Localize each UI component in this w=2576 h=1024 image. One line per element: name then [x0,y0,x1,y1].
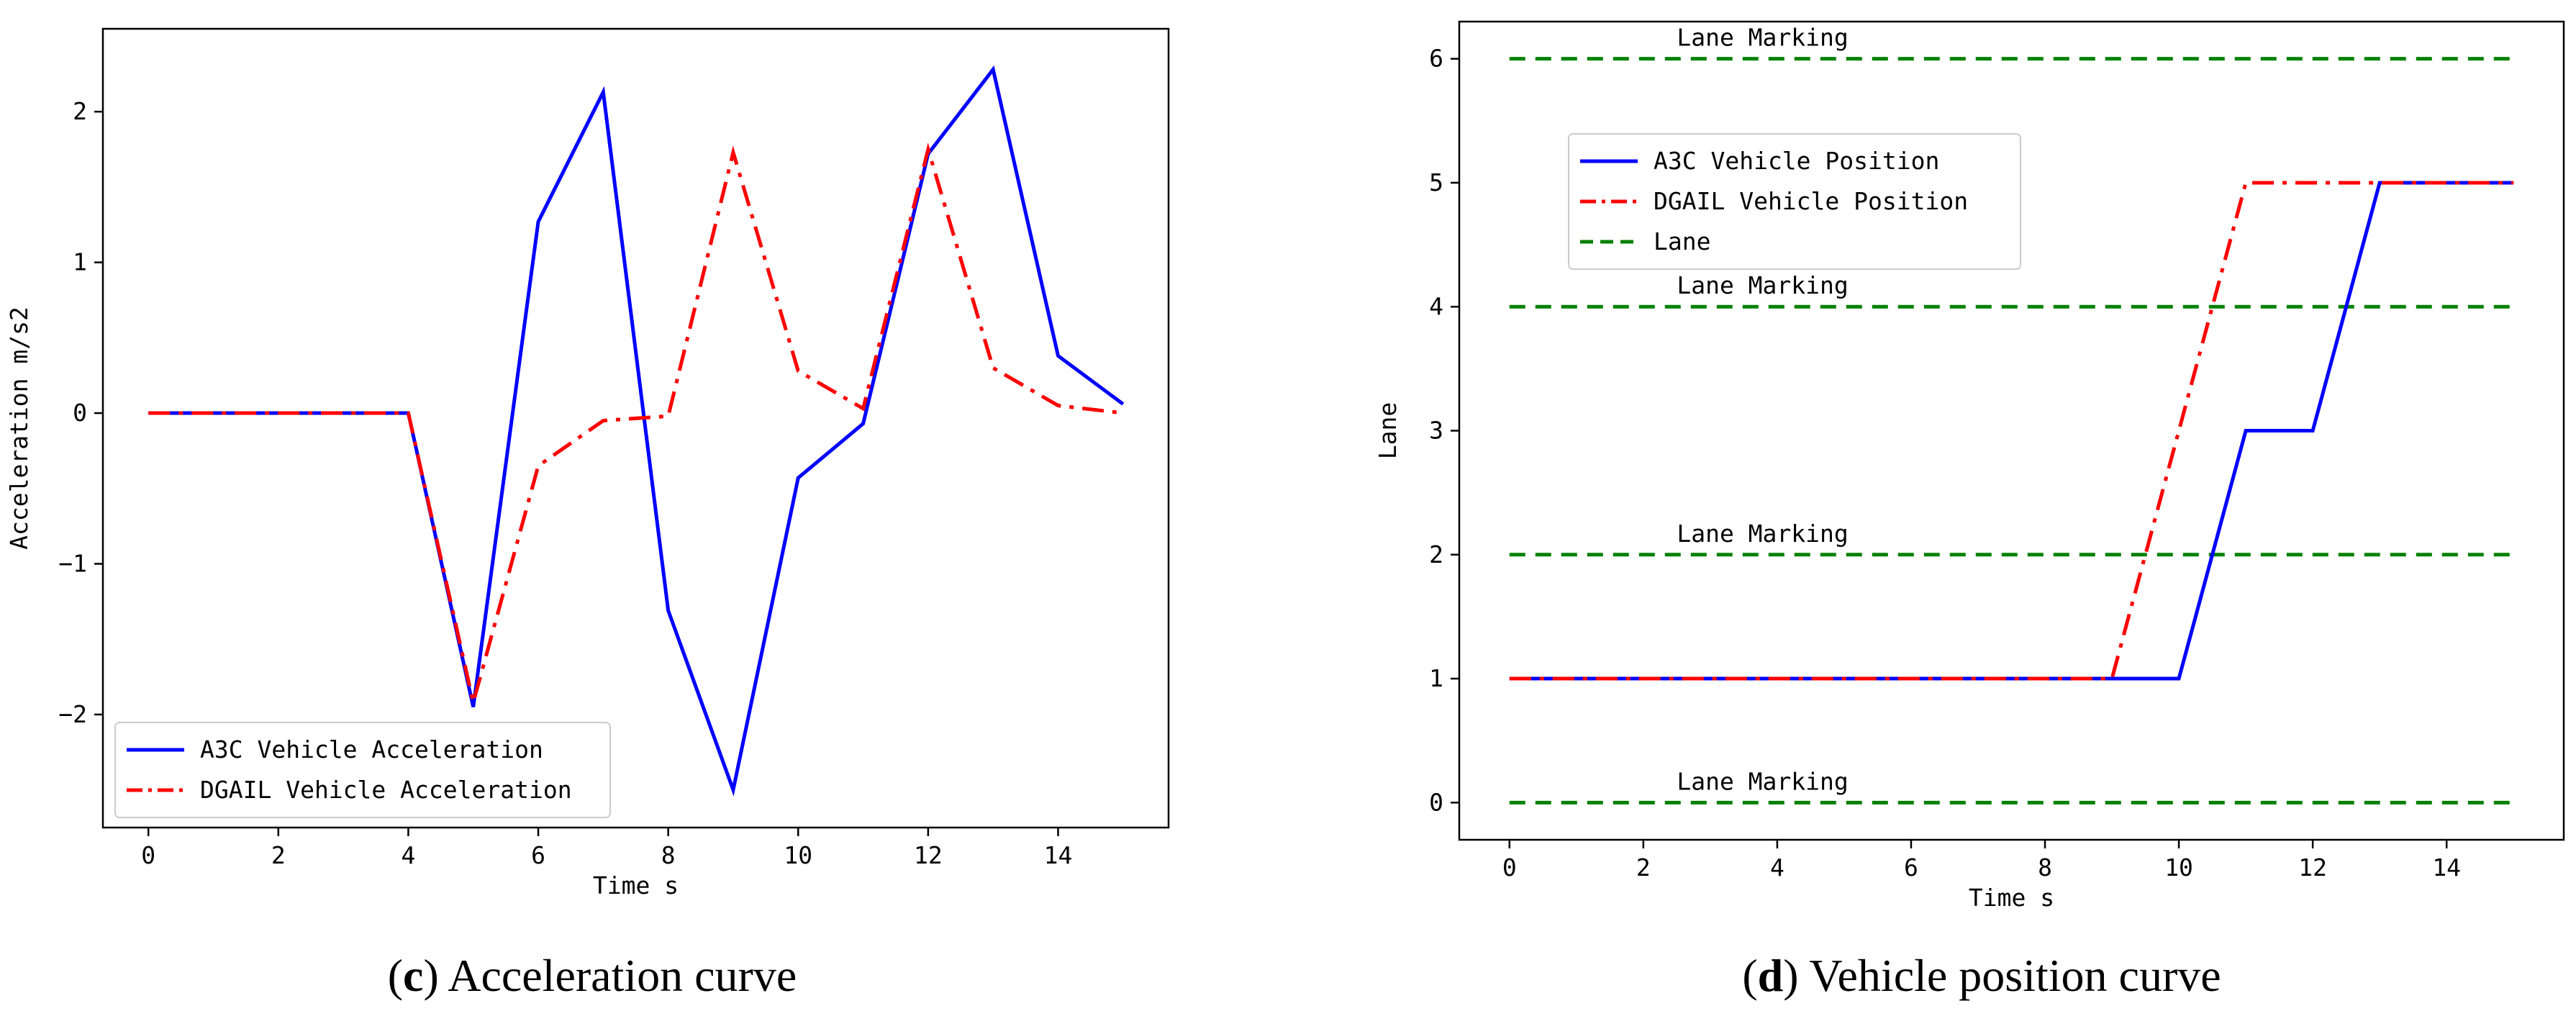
x-tick-label: 14 [2432,853,2461,882]
y-tick-label: 1 [1429,664,1443,692]
caption-c: (c) Acceleration curve [388,950,797,1001]
x-tick-label: 0 [1502,853,1517,882]
x-tick-label: 0 [141,841,155,869]
x-tick-label: 6 [531,841,545,869]
series-line-1 [1509,181,2514,681]
series-line-2 [148,142,1124,703]
y-tick-label: 6 [1429,45,1443,73]
x-tick-label: 8 [661,841,676,869]
y-tick-label: 0 [73,399,87,427]
legend-label: DGAIL Vehicle Position [1654,187,1968,215]
legend-label: A3C Vehicle Position [1654,147,1939,175]
legend-box [114,722,611,818]
lane-marking-label: Lane Marking [1677,24,1848,52]
y-tick-label: 4 [1429,292,1443,320]
caption-d: (d) Vehicle position curve [1742,950,2221,1001]
series-line-2 [1509,181,2514,681]
legend: A3C Vehicle Acceleration DGAIL Vehicle Ac… [114,722,611,818]
y-tick-label: 0 [1429,788,1443,816]
legend: A3C Vehicle Position DGAIL Vehicle Positi… [1568,133,2021,270]
position-chart: Lane Marking Lane Marking Lane Marking Lane… [1374,20,2565,912]
x-axis-label: Time s [1969,884,2054,912]
y-tick-label: 2 [1429,540,1443,568]
x-tick-label: 12 [914,841,943,869]
x-tick-label: 10 [2164,853,2193,882]
legend-label: DGAIL Vehicle Acceleration [200,776,572,804]
legend-box [1568,133,2021,270]
x-tick-label: 2 [1636,853,1651,882]
y-tick-label: 2 [73,97,87,125]
y-tick-label: −1 [58,549,87,577]
lane-marking-label: Lane Marking [1677,271,1848,299]
y-tick-label: 3 [1429,417,1443,445]
x-tick-label: 12 [2298,853,2327,882]
x-tick-label: 2 [271,841,286,869]
legend-label: A3C Vehicle Acceleration [200,735,543,764]
legend-label: Lane [1654,227,1710,255]
x-tick-label: 8 [2038,853,2052,882]
series-line-1 [148,65,1125,797]
lane-marking-label: Lane Marking [1677,520,1848,548]
y-axis-label: Acceleration m/s2 [5,307,33,550]
x-tick-label: 14 [1044,841,1073,869]
x-tick-label: 4 [401,841,415,869]
lane-marking-label: Lane Marking [1677,767,1848,795]
x-tick-label: 4 [1770,853,1784,882]
y-tick-label: 5 [1429,168,1443,196]
x-tick-label: 6 [1904,853,1918,882]
x-tick-label: 10 [784,841,812,869]
y-tick-label: −2 [58,700,87,728]
x-axis-label: Time s [593,871,679,900]
plot-frame [101,27,1170,829]
y-tick-label: 1 [73,248,87,276]
y-axis-label: Lane [1374,402,1402,459]
